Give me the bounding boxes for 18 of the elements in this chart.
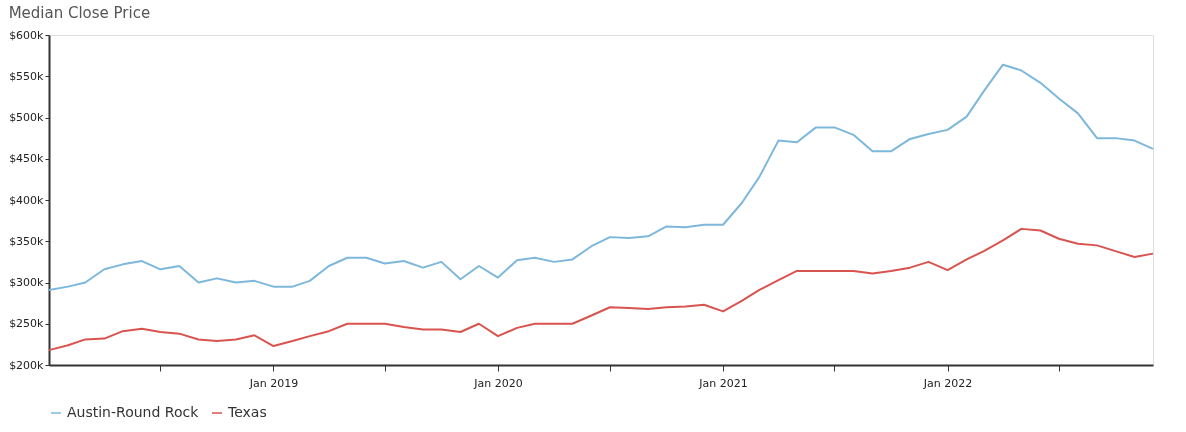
legend-label: Austin-Round Rock	[67, 404, 200, 420]
line-series	[48, 227, 1154, 352]
chart-title: Median Close Price	[8, 4, 151, 22]
y-tick-label: $250k	[9, 317, 45, 331]
y-tick-label: $550k	[9, 69, 45, 83]
legend-label: Texas	[227, 404, 267, 420]
y-tick-label: $200k	[9, 358, 45, 372]
line-series	[48, 63, 1154, 291]
x-tick-label: Jan 2022	[922, 376, 973, 390]
y-tick-label: $400k	[9, 193, 45, 207]
y-tick-label: $350k	[9, 234, 45, 248]
y-tick-label: $600k	[9, 28, 45, 42]
x-tick-label: Jan 2021	[698, 376, 748, 390]
y-tick-label: $500k	[9, 111, 45, 124]
y-tick-label: $300k	[9, 276, 45, 289]
y-tick-label: $450k	[9, 152, 45, 166]
x-tick-label: Jan 2019	[248, 376, 299, 390]
x-tick-label: Jan 2020	[473, 376, 523, 390]
